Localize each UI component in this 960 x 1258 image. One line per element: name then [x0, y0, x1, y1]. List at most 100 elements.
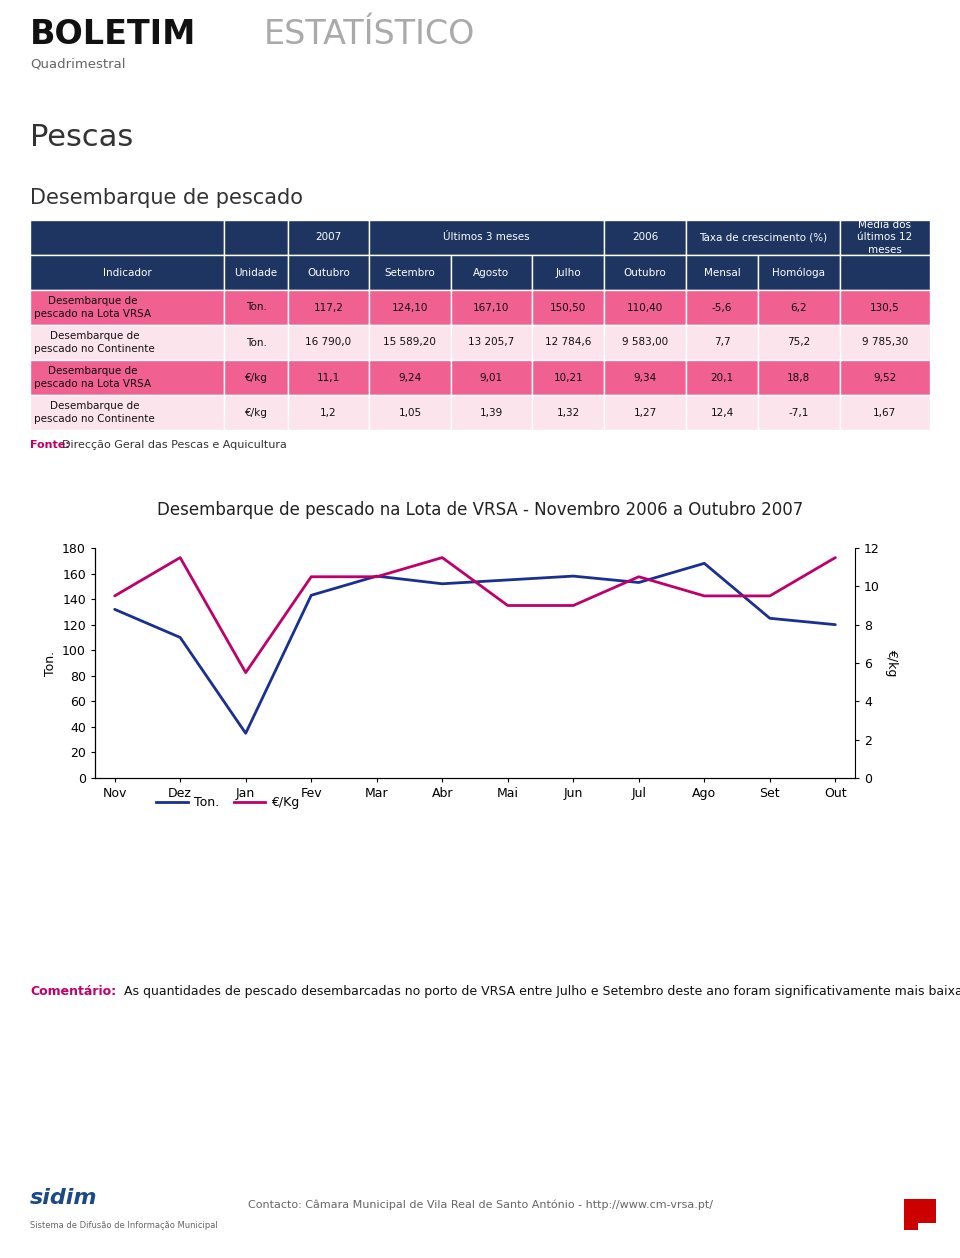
Bar — [685, 220, 840, 255]
Bar — [685, 395, 758, 430]
Text: BOLETIM: BOLETIM — [30, 18, 197, 52]
Bar — [30, 395, 225, 430]
Text: ESTATÍSTICO: ESTATÍSTICO — [264, 18, 475, 52]
Bar — [758, 255, 840, 291]
Bar — [840, 360, 930, 395]
Bar — [758, 395, 840, 430]
Text: Desembarque de
pescado no Continente: Desembarque de pescado no Continente — [35, 401, 156, 424]
Text: 1,2: 1,2 — [321, 408, 337, 418]
Bar — [904, 1199, 936, 1223]
Text: Outubro: Outubro — [307, 268, 349, 278]
Bar — [532, 360, 605, 395]
Text: 1,05: 1,05 — [398, 408, 421, 418]
Bar — [532, 255, 605, 291]
Text: 7: 7 — [902, 959, 913, 974]
Bar — [840, 291, 930, 325]
Bar — [370, 325, 450, 360]
Text: Direcção Geral das Pescas e Aquicultura: Direcção Geral das Pescas e Aquicultura — [62, 440, 287, 450]
Text: 2007: 2007 — [316, 233, 342, 243]
Text: 9,34: 9,34 — [634, 372, 657, 382]
Bar — [450, 360, 532, 395]
Bar — [288, 220, 370, 255]
Text: Desembarque de pescado: Desembarque de pescado — [30, 187, 303, 208]
Text: 124,10: 124,10 — [392, 302, 428, 312]
Text: 9,01: 9,01 — [480, 372, 503, 382]
Text: 110,40: 110,40 — [627, 302, 663, 312]
Text: 1,67: 1,67 — [874, 408, 897, 418]
Text: Desembarque de
pescado na Lota VRSA: Desembarque de pescado na Lota VRSA — [35, 366, 152, 389]
Bar — [904, 1222, 918, 1230]
Text: Fonte:: Fonte: — [30, 440, 74, 450]
Text: 1,32: 1,32 — [557, 408, 580, 418]
Text: Média dos
últimos 12
meses: Média dos últimos 12 meses — [857, 220, 912, 255]
Bar — [225, 291, 288, 325]
Bar — [370, 395, 450, 430]
Text: 10,21: 10,21 — [553, 372, 583, 382]
Text: Pescas: Pescas — [30, 123, 133, 152]
Bar — [758, 291, 840, 325]
Text: -7,1: -7,1 — [789, 408, 809, 418]
Text: 11,1: 11,1 — [317, 372, 340, 382]
Text: 1,39: 1,39 — [480, 408, 503, 418]
Bar — [450, 291, 532, 325]
Text: Setembro: Setembro — [385, 268, 435, 278]
Bar — [30, 360, 225, 395]
Bar — [840, 220, 930, 255]
Bar — [758, 360, 840, 395]
Text: 20,1: 20,1 — [710, 372, 733, 382]
Bar — [605, 220, 685, 255]
Bar — [840, 325, 930, 360]
Text: Últimos 3 meses: Últimos 3 meses — [444, 233, 530, 243]
Bar — [288, 291, 370, 325]
Text: 7,7: 7,7 — [713, 337, 731, 347]
Bar — [288, 325, 370, 360]
Text: 18,8: 18,8 — [787, 372, 810, 382]
Text: Unidade: Unidade — [234, 268, 277, 278]
Bar — [370, 291, 450, 325]
Text: Agosto: Agosto — [473, 268, 510, 278]
Bar — [605, 255, 685, 291]
Text: Indicador: Indicador — [103, 268, 152, 278]
Text: €/kg: €/kg — [245, 408, 268, 418]
Bar — [685, 255, 758, 291]
Bar — [605, 325, 685, 360]
Text: 9,52: 9,52 — [874, 372, 897, 382]
Y-axis label: €/kg: €/kg — [885, 649, 899, 677]
Bar — [532, 325, 605, 360]
Bar — [840, 395, 930, 430]
Bar — [225, 255, 288, 291]
Text: Ton.: Ton. — [246, 337, 267, 347]
Bar — [30, 291, 225, 325]
Text: 9 785,30: 9 785,30 — [862, 337, 908, 347]
Bar — [450, 325, 532, 360]
Text: Desembarque de
pescado na Lota VRSA: Desembarque de pescado na Lota VRSA — [35, 297, 152, 318]
Text: 167,10: 167,10 — [473, 302, 510, 312]
Text: Outubro: Outubro — [624, 268, 666, 278]
Text: Desembarque de
pescado no Continente: Desembarque de pescado no Continente — [35, 331, 156, 353]
Text: Contacto: Câmara Municipal de Vila Real de Santo António - http://www.cm-vrsa.pt: Contacto: Câmara Municipal de Vila Real … — [248, 1200, 712, 1210]
Text: Julho: Julho — [556, 268, 581, 278]
Bar — [685, 325, 758, 360]
Text: 16 790,0: 16 790,0 — [305, 337, 351, 347]
Text: 9 583,00: 9 583,00 — [622, 337, 668, 347]
Text: 2006: 2006 — [632, 233, 659, 243]
Bar — [532, 291, 605, 325]
Text: Taxa de crescimento (%): Taxa de crescimento (%) — [699, 233, 827, 243]
Text: Comentário:: Comentário: — [30, 985, 116, 998]
Bar — [605, 360, 685, 395]
Bar — [30, 325, 225, 360]
Bar — [605, 291, 685, 325]
Text: 13 205,7: 13 205,7 — [468, 337, 515, 347]
Bar — [288, 360, 370, 395]
Bar — [288, 395, 370, 430]
Text: -5,6: -5,6 — [711, 302, 732, 312]
Bar — [685, 360, 758, 395]
Text: 117,2: 117,2 — [314, 302, 344, 312]
Legend: Ton., €/Kg: Ton., €/Kg — [152, 791, 304, 814]
Bar — [225, 395, 288, 430]
Text: 9,24: 9,24 — [398, 372, 421, 382]
Bar — [370, 255, 450, 291]
Text: As quantidades de pescado desembarcadas no porto de VRSA entre Julho e Setembro : As quantidades de pescado desembarcadas … — [125, 985, 960, 998]
Bar — [450, 395, 532, 430]
Bar — [30, 255, 225, 291]
